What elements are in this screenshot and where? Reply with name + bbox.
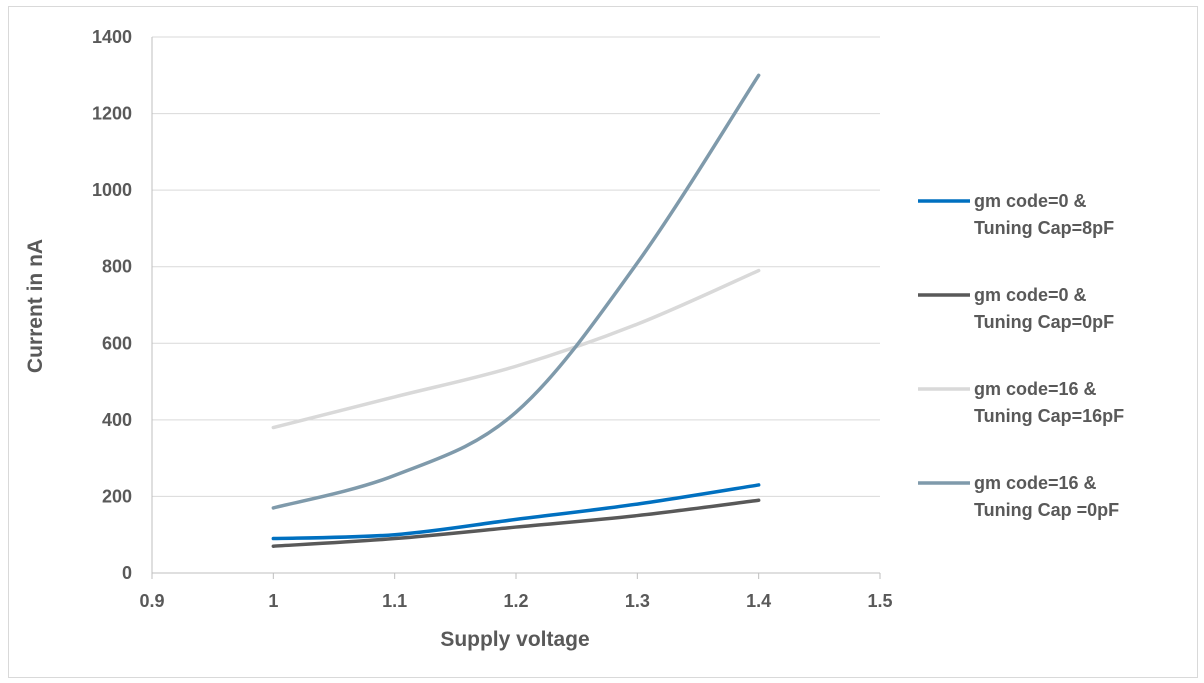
legend-label: Tuning Cap=8pF: [974, 218, 1114, 238]
axes: 0 200 400 600 800 1000 1200 1400 0.9 1 1.1 1.2 1.3 1.…: [92, 27, 893, 611]
legend-label: gm code=16 &: [974, 379, 1097, 399]
x-tick-label: 1.4: [746, 591, 771, 611]
legend-label: Tuning Cap =0pF: [974, 500, 1119, 520]
y-tick-label: 800: [102, 257, 132, 277]
series-line-3: [271, 268, 761, 430]
x-tick-label: 1.2: [503, 591, 528, 611]
series-line-2: [271, 498, 761, 548]
x-axis-title: Supply voltage: [440, 628, 589, 651]
chart-frame: [8, 6, 1198, 678]
y-tick-label: 1400: [92, 27, 132, 47]
series-line-1: [271, 483, 761, 541]
y-axis-title: Current in nA: [24, 239, 47, 373]
y-tick-label: 1000: [92, 180, 132, 200]
y-tick-label: 400: [102, 410, 132, 430]
x-tick-label: 1.5: [867, 591, 892, 611]
legend-label: gm code=16 &: [974, 473, 1097, 493]
gridlines: [152, 36, 880, 497]
legend-label: Tuning Cap=16pF: [974, 406, 1124, 426]
legend-label: gm code=0 &: [974, 191, 1087, 211]
y-tick-label: 0: [122, 563, 132, 583]
y-tick-label: 1200: [92, 104, 132, 124]
series-lines: [271, 73, 761, 548]
x-tick-label: 1: [268, 591, 278, 611]
x-tick-label: 1.3: [625, 591, 650, 611]
series-line-4: [271, 73, 761, 510]
x-tick-label: 1.1: [382, 591, 407, 611]
y-tick-label: 600: [102, 333, 132, 353]
y-tick-label: 200: [102, 486, 132, 506]
x-tick-label: 0.9: [139, 591, 164, 611]
legend-label: gm code=0 &: [974, 285, 1087, 305]
legend-label: Tuning Cap=0pF: [974, 312, 1114, 332]
legend: gm code=0 & Tuning Cap=8pF gm code=0 & Tuni…: [918, 191, 1124, 520]
